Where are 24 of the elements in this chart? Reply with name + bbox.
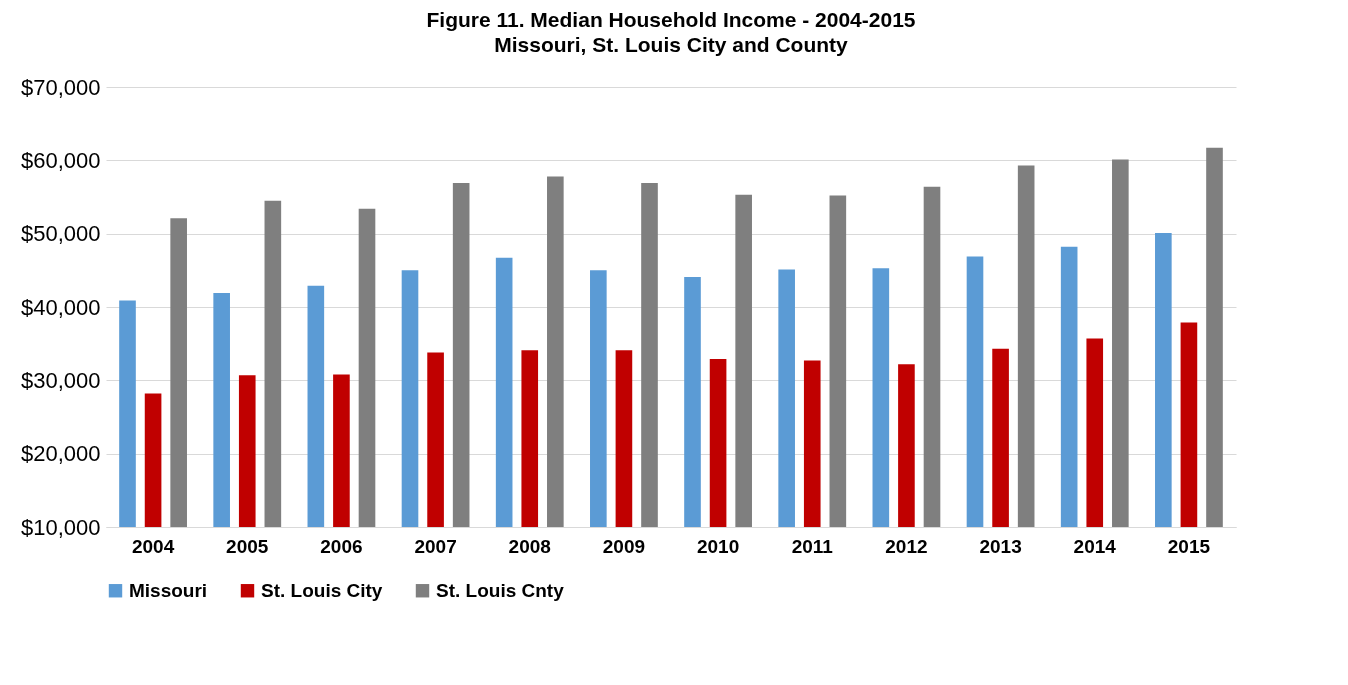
- x-tick-label: 2009: [602, 535, 646, 557]
- y-tick-label: $40,000: [20, 294, 101, 320]
- legend-label: St. Louis Cnty: [436, 579, 565, 601]
- legend-label: St. Louis City: [261, 579, 383, 601]
- x-tick-label: 2011: [791, 535, 834, 557]
- x-tick-label: 2012: [885, 535, 928, 557]
- x-tick-label: 2007: [414, 535, 457, 557]
- x-tick-label: 2014: [1073, 535, 1117, 557]
- x-tick-label: 2008: [508, 535, 551, 557]
- y-tick-label: $50,000: [20, 221, 101, 247]
- y-tick-label: $60,000: [20, 147, 101, 173]
- x-tick-label: 2010: [696, 535, 740, 557]
- x-tick-label: 2005: [226, 535, 269, 557]
- chart-title: Figure 11. Median Household Income - 2004-2015: [426, 8, 916, 31]
- x-tick-label: 2004: [131, 535, 175, 557]
- x-tick-label: 2015: [1167, 535, 1211, 557]
- legend-label: Missouri: [129, 579, 208, 601]
- x-tick-label: 2013: [979, 535, 1022, 557]
- chart-subtitle: Missouri, St. Louis City and County: [494, 33, 849, 56]
- y-tick-label: $20,000: [20, 441, 101, 467]
- y-tick-label: $10,000: [20, 514, 101, 540]
- x-tick-label: 2006: [320, 535, 363, 557]
- y-tick-label: $30,000: [20, 367, 101, 393]
- y-tick-label: $70,000: [20, 74, 101, 100]
